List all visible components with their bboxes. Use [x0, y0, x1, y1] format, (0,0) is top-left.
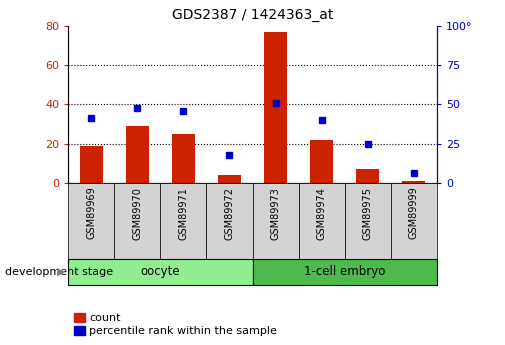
Bar [207, 183, 252, 259]
Bar [68, 259, 252, 285]
Bar [252, 183, 298, 259]
Text: development stage: development stage [5, 267, 113, 277]
Legend: count, percentile rank within the sample: count, percentile rank within the sample [74, 313, 277, 336]
Text: GSM89972: GSM89972 [224, 187, 234, 240]
Bar [68, 183, 114, 259]
Bar [391, 183, 437, 259]
Text: GSM89973: GSM89973 [271, 187, 281, 239]
Bar [252, 259, 437, 285]
Bar [310, 140, 333, 183]
Text: GSM89970: GSM89970 [132, 187, 142, 239]
Title: GDS2387 / 1424363_at: GDS2387 / 1424363_at [172, 8, 333, 22]
Text: GSM89971: GSM89971 [178, 187, 188, 239]
Bar [114, 183, 161, 259]
Text: GSM89999: GSM89999 [409, 187, 419, 239]
Bar [80, 146, 103, 183]
Bar [126, 126, 149, 183]
Text: GSM89969: GSM89969 [86, 187, 96, 239]
Bar [402, 181, 425, 183]
Text: oocyte: oocyte [140, 265, 180, 278]
Bar [264, 32, 287, 183]
Text: ▶: ▶ [57, 267, 66, 277]
Bar [161, 183, 207, 259]
Text: GSM89974: GSM89974 [317, 187, 327, 239]
Bar [345, 183, 391, 259]
Bar [356, 169, 379, 183]
Text: 1-cell embryo: 1-cell embryo [304, 265, 385, 278]
Bar [218, 175, 241, 183]
Bar [172, 134, 195, 183]
Text: GSM89975: GSM89975 [363, 187, 373, 240]
Bar [298, 183, 345, 259]
